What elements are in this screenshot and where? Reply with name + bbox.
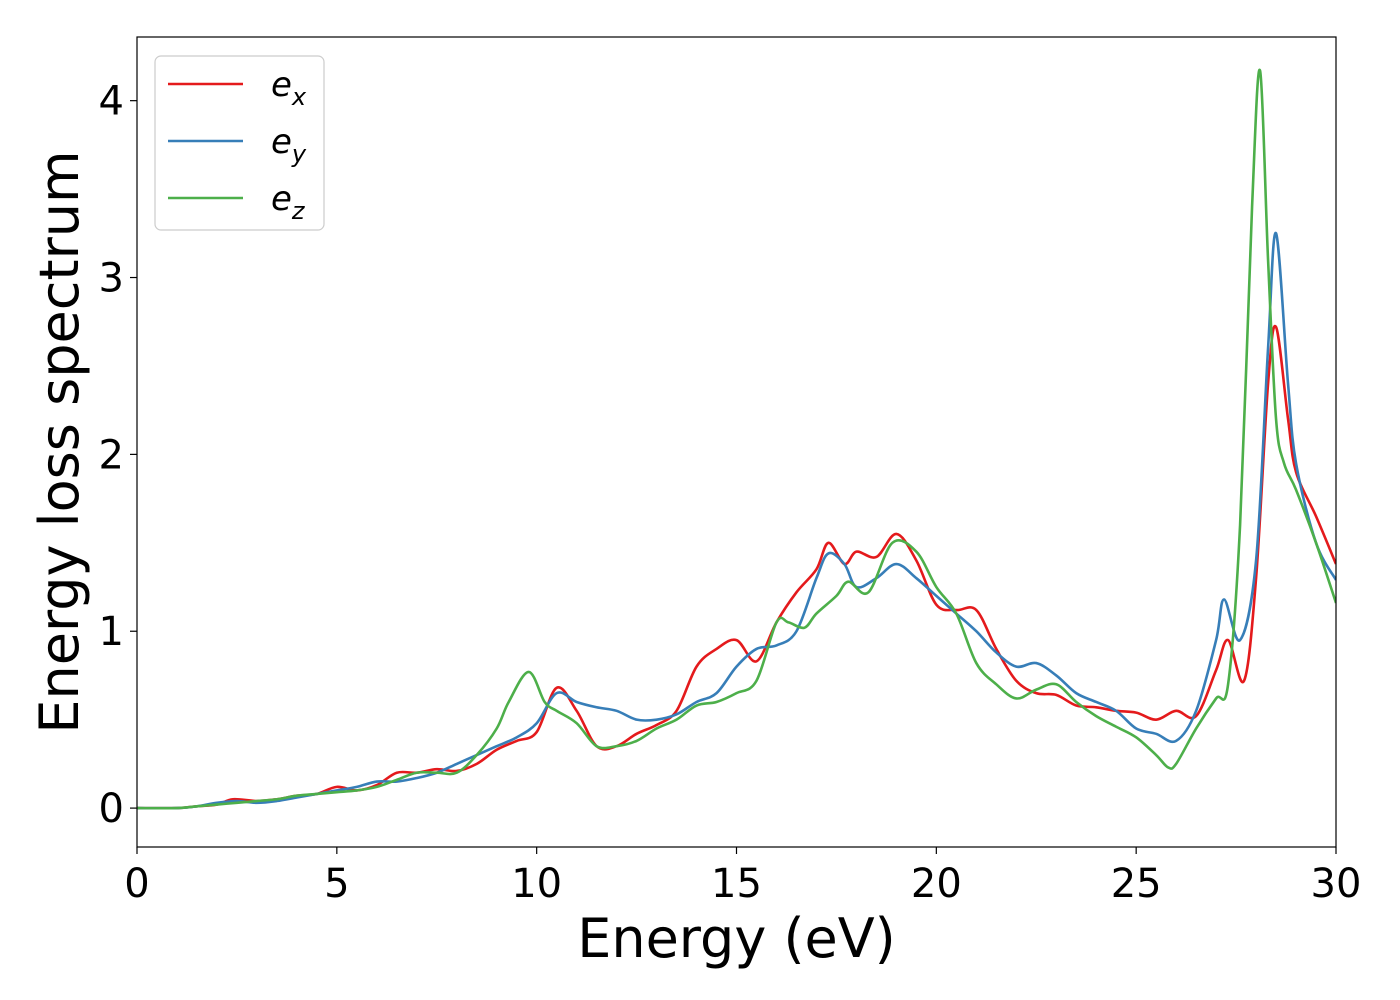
- x-tick-label: 30: [1311, 861, 1362, 907]
- series-line-ex: [137, 324, 1336, 810]
- series-line-ez: [137, 68, 1336, 810]
- x-tick-label: 20: [911, 861, 962, 907]
- y-axis-label: Energy loss spectrum: [28, 150, 91, 733]
- y-axis-ticks: 0 1 2 3 4: [99, 79, 137, 832]
- y-tick-label: 1: [99, 609, 124, 655]
- y-tick-label: 0: [99, 786, 124, 832]
- legend-label-ey: ey: [271, 122, 307, 168]
- x-tick-label: 5: [324, 861, 349, 907]
- x-tick-label: 25: [1111, 861, 1162, 907]
- legend-label-ez: ez: [271, 179, 306, 225]
- legend-box: [154, 55, 325, 231]
- series-lines: [137, 68, 1336, 810]
- y-tick-label: 3: [99, 256, 124, 302]
- x-tick-label: 15: [711, 861, 762, 907]
- x-tick-label: 0: [124, 861, 149, 907]
- x-axis-ticks: 0 5 10 15 20 25 30: [124, 847, 1361, 907]
- legend: ex ey ez: [154, 55, 325, 231]
- x-tick-label: 10: [511, 861, 562, 907]
- y-tick-label: 4: [99, 79, 124, 125]
- y-tick-label: 2: [99, 432, 124, 478]
- legend-label-ex: ex: [271, 65, 307, 111]
- x-axis-label: Energy (eV): [577, 907, 896, 970]
- series-line-ey: [137, 231, 1336, 810]
